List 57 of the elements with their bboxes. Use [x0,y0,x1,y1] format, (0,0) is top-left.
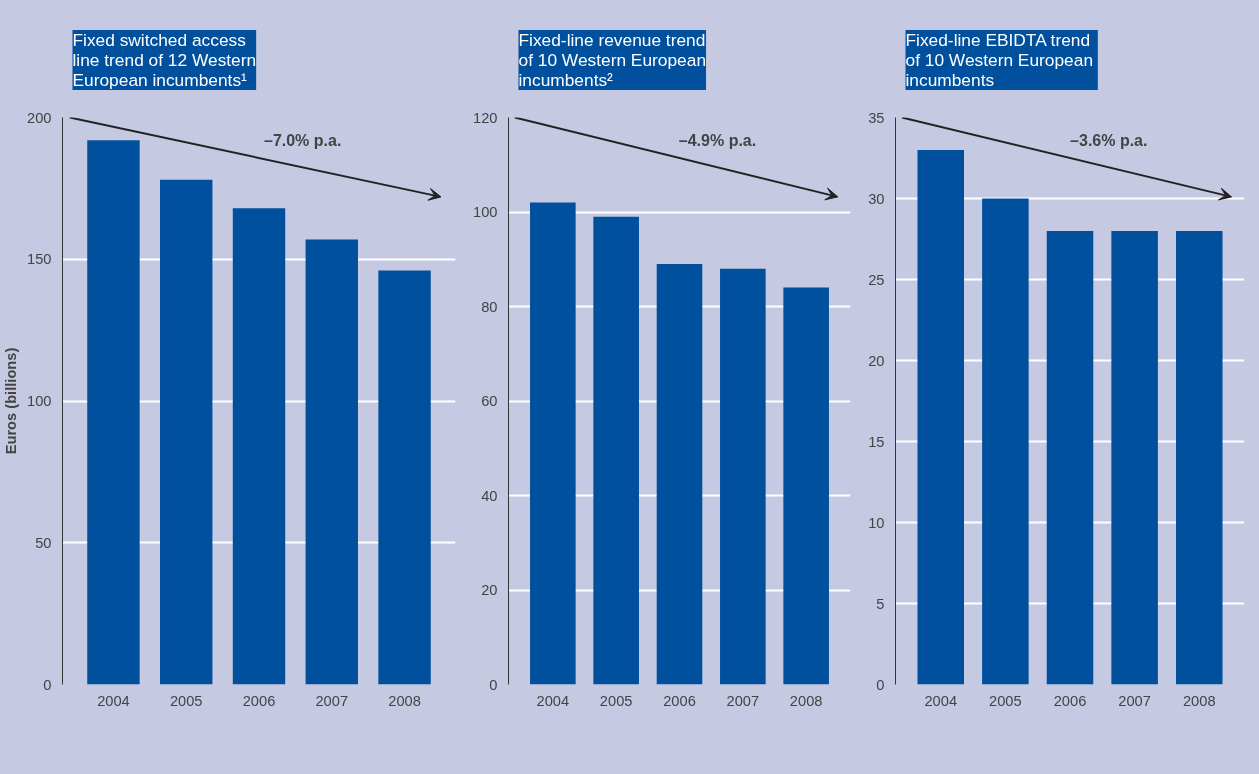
x-tick-label: 2008 [1182,692,1216,709]
bar [593,216,639,685]
chart-title: Fixed-line EBIDTA trend of 10 Western European incumbents [905,30,1094,90]
y-tick-label: 10 [868,514,885,531]
annotation: –7.0% p.a. [263,131,342,149]
y-tick-label: 0 [43,676,52,693]
bar [305,239,358,685]
annotation: –3.6% p.a. [1070,131,1148,149]
bar [1046,230,1094,685]
bar [1111,230,1158,685]
bar [1175,230,1223,685]
bar [378,270,431,685]
x-tick-label: 2005 [169,692,203,709]
bar [656,263,703,685]
x-tick-label: 2007 [726,692,760,709]
y-tick-label: 0 [489,676,498,693]
x-tick-label: 2006 [663,692,696,709]
y-tick-label: 20 [481,582,498,598]
bar [720,268,766,685]
y-tick-label: 30 [868,190,885,207]
y-tick-label: 35 [868,109,885,126]
y-tick-label: 60 [481,393,498,409]
bar [160,179,213,685]
bar [87,140,140,685]
x-tick-label: 2006 [242,692,276,709]
y-tick-label: 0 [876,676,885,693]
bar [982,198,1029,685]
x-tick-label: 2005 [989,692,1022,709]
y-tick-label: 50 [35,534,52,551]
x-tick-label: 2008 [388,692,421,709]
chart-title: Fixed-line revenue trend of 10 Western European incumbents² [518,30,707,90]
x-tick-label: 2004 [536,692,570,709]
bar [917,149,965,685]
x-tick-label: 2006 [1053,692,1087,709]
y-tick-label: 25 [868,271,885,288]
y-axis-title: Euros (billions) [3,347,20,455]
x-tick-label: 2004 [97,692,130,709]
y-tick-label: 80 [481,298,498,315]
x-tick-label: 2004 [924,692,958,709]
x-tick-label: 2007 [1118,692,1151,709]
bar [783,287,829,685]
y-tick-label: 20 [868,352,885,369]
y-tick-label: 100 [27,393,52,409]
y-tick-label: 120 [473,109,498,126]
bar [530,202,576,685]
y-tick-label: 40 [481,487,498,504]
bar [232,208,286,685]
y-tick-label: 15 [868,433,885,450]
x-tick-label: 2007 [315,692,349,709]
y-tick-label: 5 [876,595,885,612]
y-tick-label: 150 [27,251,52,268]
y-tick-label: 100 [473,204,498,220]
y-tick-label: 200 [27,109,52,126]
annotation: –4.9% p.a. [678,131,757,149]
x-tick-label: 2005 [599,692,633,709]
x-tick-label: 2008 [789,692,823,709]
chart-title: Fixed switched access line trend of 12 Western European incumbents¹ [72,30,257,90]
